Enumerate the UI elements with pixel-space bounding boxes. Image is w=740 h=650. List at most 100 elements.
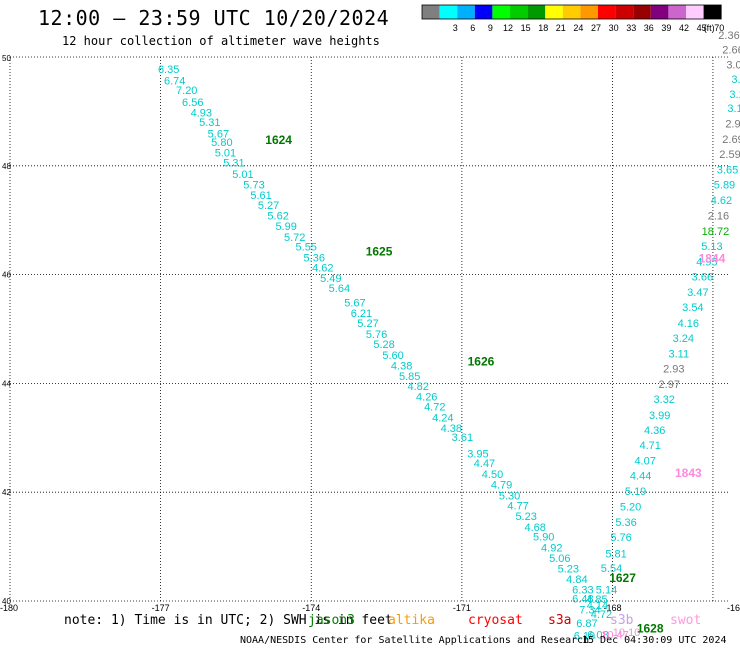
jason3-wave-height: 4.72: [591, 609, 612, 621]
jason3-wave-height: 6.56: [182, 97, 203, 109]
jason3-wave-height: 5.23: [515, 511, 536, 523]
jason3-wave-height: 2.97: [659, 379, 680, 391]
colorbar-swatch: [510, 5, 528, 19]
y-tick-label: 40: [2, 597, 11, 606]
jason3-wave-height: 5.61: [250, 190, 271, 202]
jason3-wave-height: 5.14: [596, 584, 617, 596]
colorbar-label: 39: [661, 23, 671, 33]
grid: [9, 56, 728, 602]
y-tick-label: 50: [2, 54, 11, 63]
jason3-wave-height: 3.95: [467, 448, 488, 460]
jason3-wave-height: 2.69: [722, 134, 740, 146]
generation-timestamp: 15 Dec 04:30:09 UTC 2024: [582, 635, 727, 646]
wave-height-labels: 6.356.747.206.564.935.315.675.805.015.31…: [158, 30, 740, 643]
jason3-wave-height: 4.71: [639, 440, 660, 452]
jason3-wave-height: 3.32: [654, 394, 675, 406]
jason3-wave-height: 5.06: [549, 553, 570, 565]
credit-line: NOAA/NESDIS Center for Satellite Applica…: [240, 635, 590, 646]
x-tick-label: -174: [302, 603, 320, 613]
jason3-wave-height: 5.67: [344, 298, 365, 310]
jason3-wave-height: 5.27: [357, 318, 378, 330]
jason3-wave-height: 5.89: [714, 180, 735, 192]
colorbar-swatch: [422, 5, 440, 19]
jason3-wave-height: 4.92: [541, 542, 562, 554]
jason3-wave-height: 5.36: [615, 517, 636, 529]
jason3-wave-height: 5.54: [601, 563, 622, 575]
jason3-wave-height: 5.72: [284, 232, 305, 244]
colorbar-label: 15: [521, 23, 531, 33]
jason3-wave-height: 6.21: [351, 308, 372, 320]
colorbar-swatch: [668, 5, 686, 19]
jason3-wave-height: 5.01: [215, 148, 236, 160]
jason3-wave-height: 3.65: [717, 164, 738, 176]
x-tick-label: -171: [453, 603, 471, 613]
y-tick-label: 46: [2, 271, 11, 280]
x-tick-label: -180: [0, 603, 18, 613]
jason3-wave-height: 4.14: [587, 600, 608, 612]
jason3-wave-height: 5.62: [267, 211, 288, 223]
footer-note: note: 1) Time is in UTC; 2) SWH is in fe…: [64, 613, 393, 628]
jason3-wave-height: 3.99: [649, 410, 670, 422]
jason3-wave-height: 5.36: [304, 253, 325, 265]
jason3-wave-height: 5.01: [232, 169, 253, 181]
jason3-wave-height: 4.07: [634, 455, 655, 467]
jason3-wave-height: 3.25: [731, 74, 740, 86]
colorbar-swatch: [439, 5, 458, 19]
jason3-wave-height: 2.16: [708, 211, 729, 223]
jason3-wave-height: 5.23: [558, 564, 579, 576]
time-labels: 1624 1625 1626 1627 1628 1843 1844: [265, 133, 725, 636]
jason3-wave-height: 4.85: [586, 594, 607, 606]
colorbar-swatch: [545, 5, 563, 19]
jason3-wave-height: 6.33: [572, 584, 593, 596]
jason3-wave-height: 3.61: [452, 432, 473, 444]
jason3-wave-height: 2.95: [725, 119, 740, 131]
jason3-wave-height: 5.49: [320, 273, 341, 285]
jason3-wave-height: 5.60: [382, 350, 403, 362]
jason3-wave-height: 4.44: [630, 471, 651, 483]
y-tick-label: 48: [2, 162, 11, 171]
jason3-wave-height: 4.84: [566, 574, 587, 586]
jason3-wave-height: 4.38: [391, 360, 412, 372]
colorbar-swatch: [703, 5, 722, 19]
jason3-wave-height: 5.20: [620, 502, 641, 514]
pass-time-label: 1624: [265, 133, 292, 147]
jason3-wave-height: 5.28: [373, 339, 394, 351]
jason3-wave-height: 4.47: [474, 458, 495, 470]
jason3-wave-height: 5.27: [258, 200, 279, 212]
jason3-wave-height: 5.31: [199, 117, 220, 129]
colorbar-label: 6: [470, 23, 475, 33]
jason3-wave-height: 5.85: [399, 371, 420, 383]
jason3-wave-height: 5.19: [625, 486, 646, 498]
x-tick-label: -177: [152, 603, 170, 613]
jason3-wave-height: 4.62: [312, 262, 333, 274]
colorbar-swatch: [615, 5, 634, 19]
jason3-wave-height: 5.90: [533, 532, 554, 544]
colorbar-swatch: [474, 5, 493, 19]
pass-time-label: 1843: [675, 466, 702, 480]
colorbar-swatch: [457, 5, 475, 19]
jason3-wave-height: 3.15: [729, 89, 740, 101]
jason3-wave-height: 2.93: [663, 364, 684, 376]
legend-s3a: s3a: [548, 613, 572, 628]
colorbar-label: 12: [503, 23, 513, 33]
jason3-wave-height: 4.77: [507, 501, 528, 513]
colorbar: 3 6 9 12 15 18 21 24 27 30 33 36 39 42 45 70(ft): [421, 4, 724, 33]
jason3-wave-height: 5.30: [499, 490, 520, 502]
jason3-wave-height: 4.82: [407, 381, 428, 393]
swot-wave-height: 10.10: [613, 627, 641, 639]
jason3-wave-height: 4.72: [424, 402, 445, 414]
legend-altika: altika: [388, 613, 435, 628]
colorbar-swatch: [650, 5, 669, 19]
colorbar-swatch: [580, 5, 598, 19]
colorbar-swatch: [686, 5, 704, 19]
jason3-wave-height: 5.76: [366, 329, 387, 341]
colorbar-label: 36: [644, 23, 654, 33]
chart-title: 12:00 — 23:59 UTC 10/20/2024: [38, 6, 390, 30]
jason3-wave-height: 6.35: [158, 64, 179, 76]
legend-swot: swot: [670, 613, 702, 628]
jason3-wave-height: 3.47: [687, 287, 708, 299]
legend-cryosat: cryosat: [468, 613, 523, 628]
pass-time-label: 1844: [699, 252, 726, 266]
colorbar-swatch: [598, 5, 616, 19]
